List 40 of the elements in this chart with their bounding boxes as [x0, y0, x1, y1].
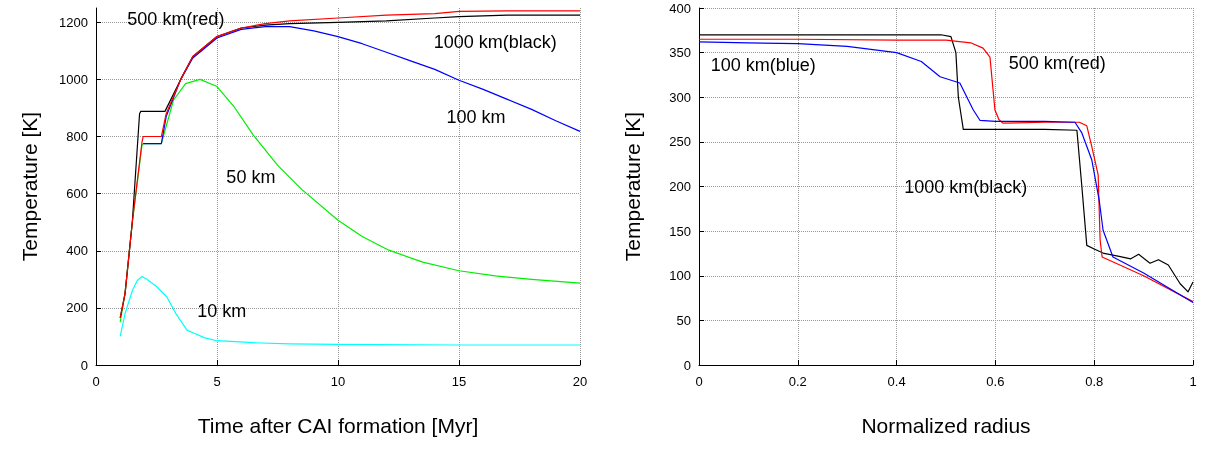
y-tick-label: 1000 [59, 71, 88, 87]
series-label: 500 km(red) [127, 9, 225, 30]
y-axis-title: Temperature [K] [621, 111, 644, 262]
y-tick-label: 150 [669, 223, 691, 239]
line-series [119, 275, 581, 346]
y-tick-label: 200 [669, 179, 691, 194]
y-tick-label: 600 [66, 186, 88, 202]
x-tick-label: 0.2 [788, 374, 807, 389]
x-axis-title: Time after CAI formation [Myr] [197, 414, 479, 437]
y-tick-label: 50 [676, 312, 691, 328]
y-tick-label: 800 [66, 129, 88, 145]
y-tick-label: 0 [683, 357, 691, 373]
x-tick-label: 10 [330, 374, 346, 389]
x-tick-label: 0.8 [1085, 374, 1104, 389]
x-tick-label: 0 [92, 374, 100, 389]
series-label: 100 km [446, 106, 506, 127]
y-tick-label: 100 [669, 268, 691, 284]
x-tick-label: 15 [451, 374, 467, 389]
y-tick-label: 300 [669, 89, 691, 105]
series-label: 10 km [197, 300, 247, 321]
x-tick-label: 1 [1189, 374, 1197, 389]
y-tick-label: 400 [669, 0, 691, 16]
x-tick-label: 20 [572, 374, 588, 389]
y-tick-label: 0 [80, 357, 88, 373]
y-axis-title: Temperature [K] [18, 111, 41, 262]
x-tick-label: 5 [213, 374, 221, 389]
y-tick-label: 1200 [59, 14, 88, 30]
y-tick-label: 350 [669, 45, 691, 61]
text: 1000 km(black) [904, 176, 1028, 197]
x-axis-title: Normalized radius [861, 414, 1031, 437]
series-label: 1000 km(black) [433, 32, 557, 53]
x-tick-label: 0 [695, 374, 703, 389]
x-tick-label: 0.4 [887, 374, 906, 389]
y-tick-label: 250 [669, 134, 691, 150]
series-label: 100 km(blue) [710, 55, 816, 76]
series-label: 500 km(red) [1008, 53, 1106, 74]
series-label: 50 km [226, 166, 276, 187]
y-tick-label: 400 [66, 243, 88, 259]
y-tick-label: 200 [66, 300, 88, 316]
x-tick-label: 0.6 [986, 374, 1005, 389]
